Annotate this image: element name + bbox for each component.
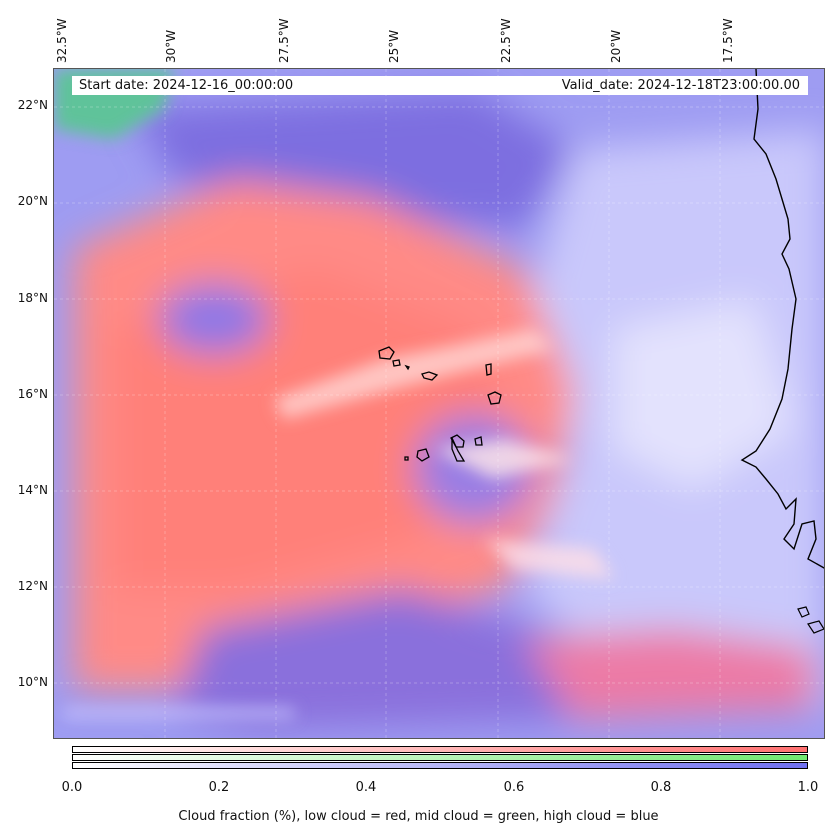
island <box>416 448 430 462</box>
coastal-islands <box>797 606 824 634</box>
latitude-label: 18°N <box>17 291 48 305</box>
longitude-label: 30°W <box>164 29 178 63</box>
colorbar-tick: 0.4 <box>355 780 377 795</box>
valid-date-text: Valid_date: 2024-12-18T23:00:00.00 <box>561 78 800 93</box>
longitude-label: 17.5°W <box>721 18 735 63</box>
edge-strip <box>64 709 294 717</box>
longitude-label: 25°W <box>387 29 401 63</box>
mixed-cloud-west-patch <box>159 284 269 354</box>
cloud-fraction-map[interactable] <box>53 68 825 739</box>
latitude-label: 20°N <box>17 194 48 208</box>
longitude-label: 20°W <box>609 29 623 63</box>
graticule <box>54 69 824 738</box>
colorbar-low-cloud <box>72 746 808 753</box>
map-canvas <box>54 69 824 738</box>
date-banner: Start date: 2024-12-16_00:00:00 Valid_da… <box>72 76 808 95</box>
island <box>487 391 502 405</box>
latitude-label: 22°N <box>17 98 48 112</box>
colorbar-tick: 1.0 <box>797 780 819 795</box>
island <box>404 364 410 371</box>
colorbar-high-cloud <box>72 762 808 769</box>
island <box>404 456 409 461</box>
island <box>392 359 401 367</box>
latitude-label: 16°N <box>17 387 48 401</box>
longitude-label: 27.5°W <box>277 18 291 63</box>
island <box>421 371 439 381</box>
cloud-streak <box>434 439 574 479</box>
mixed-cloud-south <box>174 589 614 729</box>
cloud-streak <box>274 329 554 419</box>
cape-verde-islands <box>378 346 502 462</box>
latitude-label: 12°N <box>17 579 48 593</box>
colorbar-tick: 0.2 <box>208 780 230 795</box>
island <box>378 346 395 360</box>
longitude-label: 32.5°W <box>55 18 69 63</box>
island <box>451 437 466 462</box>
island <box>474 436 483 446</box>
colorbar-tick: 0.8 <box>650 780 672 795</box>
coastline <box>740 69 824 569</box>
island <box>797 606 810 618</box>
colorbar-label: Cloud fraction (%), low cloud = red, mid… <box>178 809 659 824</box>
cloud-streak <box>484 539 614 579</box>
colorbar <box>72 746 808 770</box>
colorbar-mid-cloud <box>72 754 808 761</box>
longitude-label: 22.5°W <box>499 18 513 63</box>
high-cloud-clear-patch <box>614 299 794 489</box>
low-cloud-southeast <box>524 629 814 719</box>
start-date-text: Start date: 2024-12-16_00:00:00 <box>79 78 294 93</box>
colorbar-tick: 0.6 <box>503 780 525 795</box>
latitude-label: 14°N <box>17 483 48 497</box>
island <box>485 363 492 376</box>
island <box>807 620 824 634</box>
colorbar-tick: 0.0 <box>61 780 83 795</box>
latitude-label: 10°N <box>17 675 48 689</box>
